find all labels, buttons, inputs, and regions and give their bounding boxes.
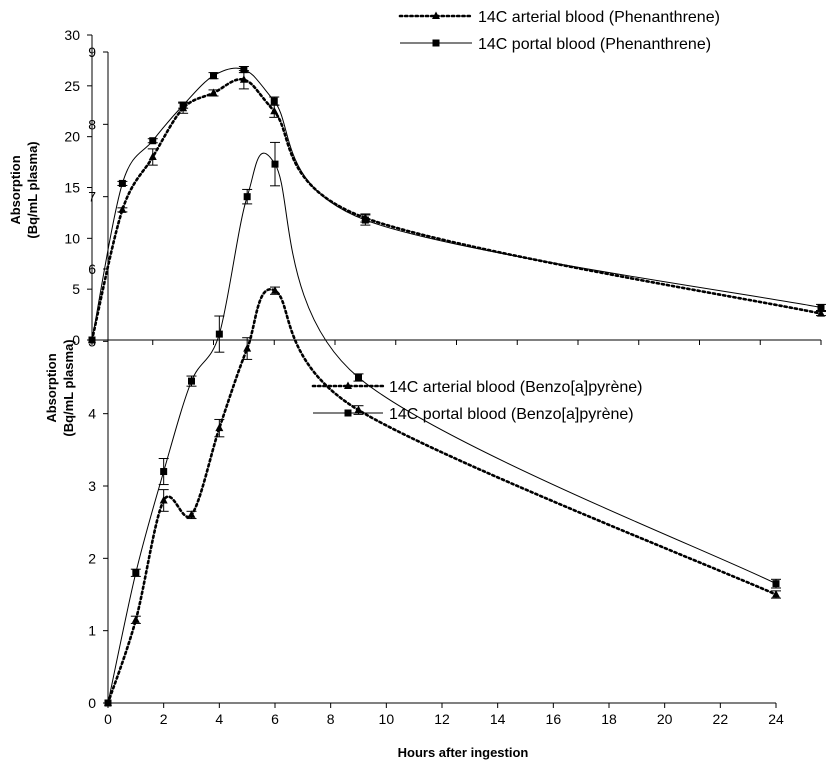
x-axis-title: Hours after ingestion — [398, 745, 529, 760]
y-tick-label: 6 — [88, 261, 96, 277]
y-tick-label: 5 — [88, 333, 96, 349]
y-tick-label: 0 — [72, 332, 80, 348]
series-arterial — [88, 70, 826, 343]
y-tick-label: 30 — [64, 27, 80, 43]
legend-item: 14C arterial blood (Phenanthrene) — [398, 9, 720, 26]
legend-item: 14C portal blood (Benzo[a]pyrène) — [313, 406, 634, 423]
data-point — [271, 160, 279, 168]
x-tick-label: 22 — [713, 711, 729, 727]
data-point — [88, 336, 96, 344]
y-tick-label: 20 — [64, 129, 80, 145]
data-point — [271, 286, 279, 294]
data-point — [215, 423, 224, 432]
y-axis-title-line: (Bq/mL plasma) — [25, 141, 40, 238]
y-tick-label: 5 — [72, 281, 80, 297]
y-axis-title: Absorption (Bq/mL plasma) — [8, 141, 40, 238]
data-point — [817, 309, 825, 317]
x-tick-label: 8 — [327, 711, 335, 727]
y-tick-label: 1 — [88, 623, 96, 639]
x-tick-label: 6 — [271, 711, 279, 727]
series-arterial — [104, 286, 781, 706]
x-tick-label: 14 — [490, 711, 506, 727]
data-point — [188, 377, 195, 385]
x-tick-label: 20 — [657, 711, 673, 727]
y-tick-label: 25 — [64, 78, 80, 94]
y-tick-label: 9 — [88, 44, 96, 60]
data-point — [132, 569, 140, 577]
data-point — [817, 303, 825, 311]
series-line — [107, 152, 777, 704]
y-tick-label: 8 — [88, 116, 96, 132]
data-point — [160, 468, 168, 476]
data-point — [209, 88, 218, 96]
data-point — [243, 193, 251, 201]
y-axis-title-line: (Bq/mL plasma) — [61, 339, 76, 436]
data-point — [159, 495, 168, 504]
data-point — [361, 216, 369, 224]
x-tick-label: 18 — [601, 711, 617, 727]
y-tick-label: 15 — [64, 180, 80, 196]
x-tick-label: 16 — [546, 711, 562, 727]
y-tick-label: 10 — [64, 230, 80, 246]
data-point — [131, 615, 140, 623]
y-axis-title-line: Absorption — [8, 155, 23, 224]
x-tick-label: 10 — [379, 711, 395, 727]
series-portal — [104, 141, 781, 707]
legend-marker — [344, 409, 352, 417]
data-point — [118, 179, 126, 187]
x-tick-label: 0 — [104, 711, 112, 727]
data-point — [187, 510, 196, 518]
data-point — [118, 205, 127, 213]
x-tick-label: 4 — [215, 711, 223, 727]
legend-item: 14C portal blood (Phenanthrene) — [400, 36, 711, 53]
legend-label: 14C portal blood (Benzo[a]pyrène) — [389, 406, 634, 423]
data-point — [215, 330, 223, 338]
data-point — [179, 101, 187, 109]
x-tick-label: 2 — [160, 711, 168, 727]
y-axis-title: Absorption (Bq/mL plasma) — [44, 339, 76, 436]
data-point — [270, 106, 279, 115]
series-line — [106, 288, 778, 705]
data-point — [104, 699, 112, 707]
legend-marker — [344, 381, 352, 389]
legend-marker — [432, 11, 440, 19]
legend-label: 14C portal blood (Phenanthrene) — [478, 36, 711, 53]
x-tick-label: 24 — [768, 711, 784, 727]
legend-label: 14C arterial blood (Benzo[a]pyrène) — [389, 379, 642, 396]
x-tick-label: 12 — [434, 711, 450, 727]
y-tick-label: 4 — [88, 406, 96, 422]
data-point — [149, 137, 157, 145]
series-line — [90, 77, 823, 342]
data-point — [270, 97, 278, 105]
y-tick-label: 7 — [88, 189, 96, 205]
legend-item: 14C arterial blood (Benzo[a]pyrène) — [311, 379, 642, 396]
y-tick-label: 3 — [88, 478, 96, 494]
data-point — [239, 75, 248, 83]
legend-label: 14C arterial blood (Phenanthrene) — [478, 9, 720, 26]
y-tick-label: 0 — [88, 695, 96, 711]
data-point — [772, 590, 780, 598]
y-tick-label: 2 — [88, 550, 96, 566]
data-point — [148, 152, 157, 160]
data-point — [355, 374, 362, 381]
data-point — [354, 405, 363, 414]
data-point — [772, 580, 780, 588]
y-axis-title-line: Absorption — [44, 353, 59, 422]
data-point — [243, 344, 252, 352]
data-point — [240, 66, 248, 74]
data-point — [210, 72, 217, 80]
series-portal — [88, 66, 826, 344]
legend-marker — [432, 39, 440, 47]
series-line — [91, 67, 822, 341]
